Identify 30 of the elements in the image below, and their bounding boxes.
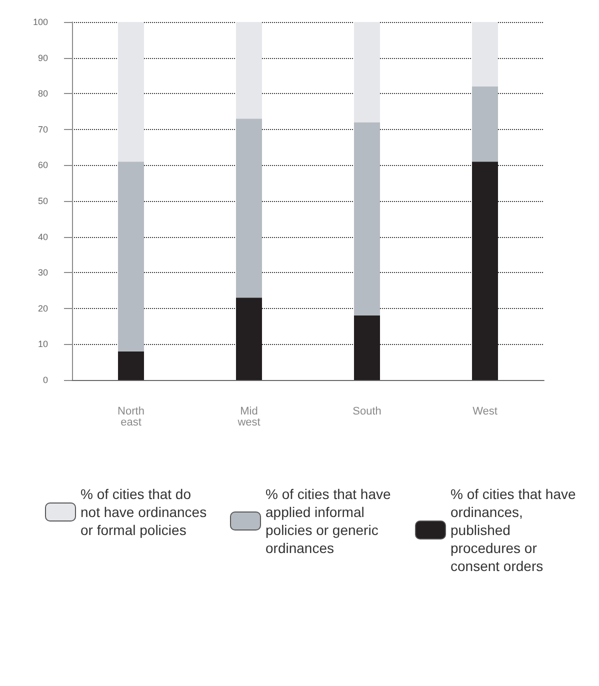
bar — [472, 22, 498, 86]
legend-label: % of cities that do not have ordinances or formal policies — [80, 486, 210, 538]
bar — [472, 162, 498, 380]
bar — [236, 22, 262, 119]
bar — [472, 86, 498, 162]
bar — [118, 162, 144, 352]
x-tick-label: Mid west — [236, 406, 260, 428]
bar — [354, 22, 380, 122]
bar — [236, 298, 262, 380]
y-tick-label: 30 — [38, 268, 48, 278]
y-tick-label: 20 — [38, 303, 48, 314]
y-tick-label: 60 — [38, 160, 48, 170]
x-tick-label: North east — [118, 406, 144, 428]
y-tick-label: 40 — [38, 232, 48, 242]
y-tick-label: 50 — [38, 196, 48, 206]
bar — [354, 122, 380, 316]
x-tick-label: South — [352, 406, 382, 418]
bar — [354, 316, 380, 380]
y-tick-label: 70 — [38, 124, 48, 134]
y-tick-label: 90 — [38, 52, 48, 63]
y-tick-label: 10 — [38, 339, 48, 350]
bar — [118, 22, 144, 162]
y-tick-label: 100 — [32, 17, 48, 27]
legend-label: % of cities that have ordinances, published procedures or consent orders — [450, 486, 580, 574]
y-tick-label: 0 — [42, 375, 48, 385]
legend-label: % of cities that have applied informal policies or generic ordinances — [266, 486, 395, 556]
bar — [236, 118, 262, 298]
x-tick-label: West — [472, 406, 498, 418]
y-tick-label: 80 — [38, 88, 48, 99]
bar — [118, 351, 144, 380]
